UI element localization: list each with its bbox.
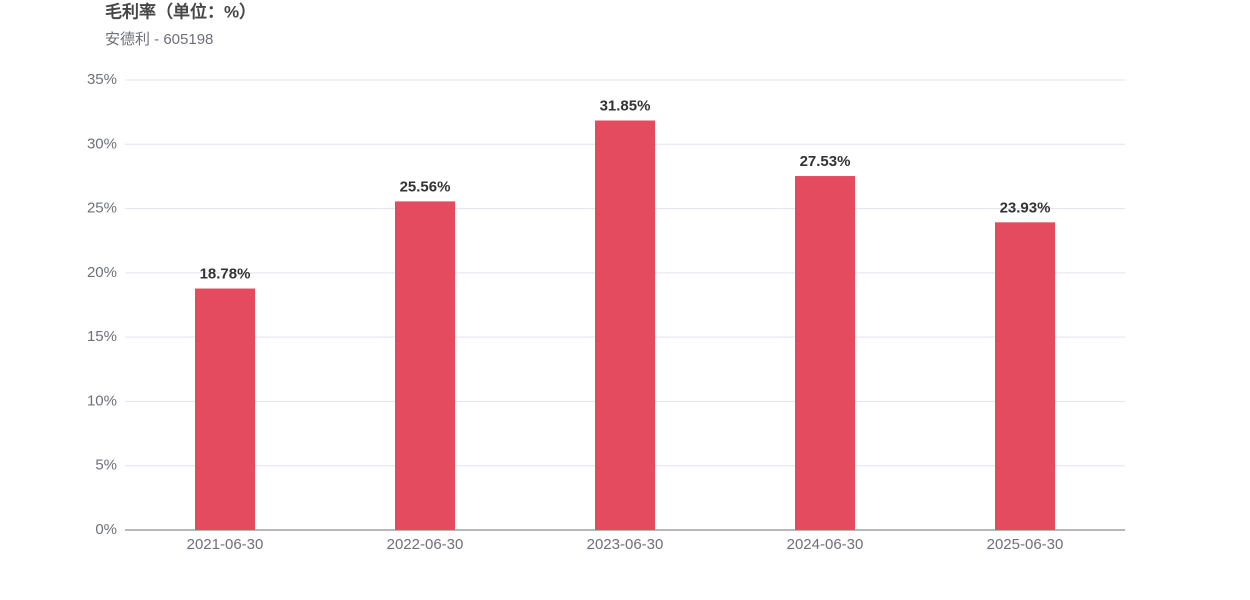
bar (995, 222, 1055, 531)
y-tick-label: 35% (87, 71, 117, 88)
y-tick-label: 0% (95, 521, 117, 538)
y-tick-label: 20% (87, 264, 117, 281)
x-tick-label: 2021-06-30 (187, 536, 264, 553)
value-label: 27.53% (800, 153, 851, 170)
value-label: 18.78% (200, 266, 251, 283)
x-tick-label: 2022-06-30 (387, 536, 464, 553)
x-tick-label: 2024-06-30 (787, 536, 864, 553)
chart-title: 毛利率（单位：%） (105, 1, 256, 21)
x-tick-label: 2025-06-30 (987, 536, 1064, 553)
value-label: 25.56% (400, 178, 451, 195)
bar (795, 176, 855, 531)
value-label: 31.85% (600, 97, 651, 114)
bar (595, 120, 655, 530)
y-tick-label: 25% (87, 200, 117, 217)
y-tick-label: 10% (87, 392, 117, 409)
bar (395, 201, 455, 530)
value-label: 23.93% (1000, 199, 1051, 216)
x-tick-label: 2023-06-30 (587, 536, 664, 553)
y-tick-label: 15% (87, 328, 117, 345)
y-tick-label: 30% (87, 135, 117, 152)
bar (195, 288, 255, 530)
y-tick-label: 5% (95, 457, 117, 474)
chart-subtitle: 安德利 - 605198 (105, 30, 213, 48)
